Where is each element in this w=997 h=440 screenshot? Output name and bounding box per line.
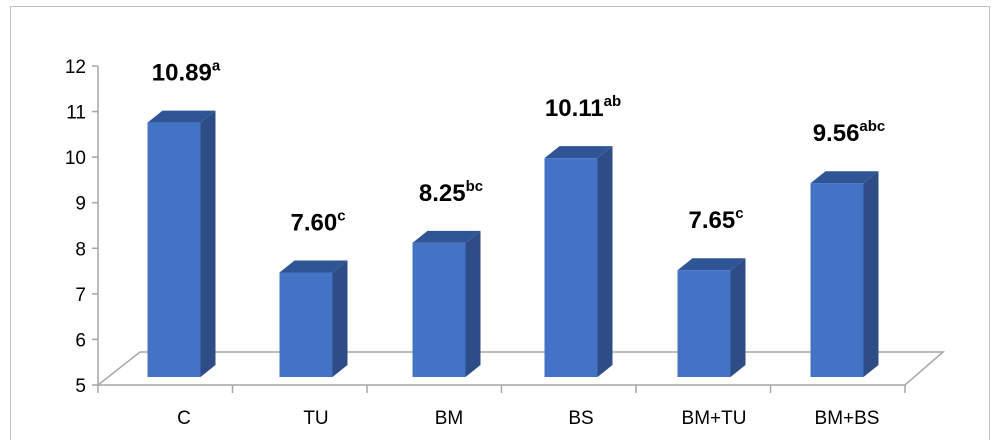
bar-side-face [597,146,613,377]
bar-top-face [279,260,348,273]
bar-side-face [863,171,879,377]
x-category-label: BM+BS [815,408,880,429]
chart-frame [10,6,990,440]
data-label: 10.11ab [545,93,621,122]
y-tick-label: 10 [65,148,86,169]
bar-side-face [200,110,216,377]
bar [810,183,864,377]
data-label: 10.89a [152,58,221,87]
data-label: 7.60c [290,208,345,237]
y-tick-label: 11 [66,103,86,124]
bar-side-face [730,258,746,377]
x-category-label: BS [568,408,593,429]
y-tick-label: 8 [75,239,86,260]
bar [147,122,201,377]
y-tick-label: 7 [75,285,86,306]
y-tick-label: 9 [75,194,86,215]
bar-top-face [810,171,879,184]
data-label: 7.65c [688,205,743,234]
bar [412,242,466,377]
data-label: 8.25bc [419,178,483,207]
bar-top-face [147,110,216,123]
bar-side-face [465,230,481,377]
y-tick-label: 5 [75,376,86,397]
bar [544,158,598,377]
bar-side-face [332,260,348,377]
x-category-label: BM+TU [682,408,747,429]
bar-top-face [412,230,481,243]
x-category-label: BM [435,408,464,429]
bar [677,270,731,377]
data-label: 9.56abc [813,118,886,147]
x-category-label: C [177,408,191,429]
y-tick-label: 6 [75,330,86,351]
bar-top-face [544,146,613,159]
y-tick-label: 12 [65,57,86,78]
bar-top-face [677,258,746,271]
bar [279,272,333,377]
x-category-label: TU [303,408,328,429]
